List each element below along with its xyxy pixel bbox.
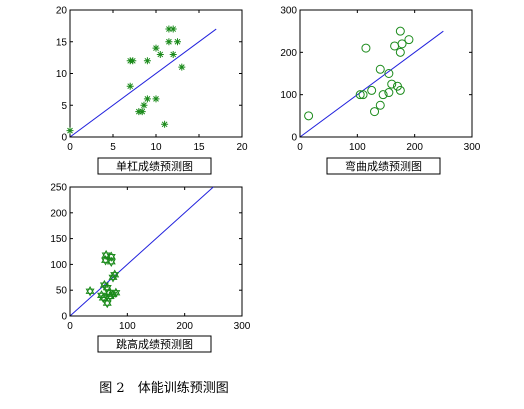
data-point-7 (102, 297, 112, 309)
data-point-15 (165, 38, 173, 46)
data-point-7 (375, 64, 385, 74)
data-point-14 (395, 85, 405, 95)
data-point-14 (110, 269, 120, 280)
data-point-8 (152, 95, 160, 103)
data-point-10 (106, 251, 116, 262)
y-tick-label: 50 (56, 286, 68, 297)
y-tick-label: 0 (291, 133, 297, 144)
x-tick-label: 15 (193, 142, 205, 153)
chart-pullup: 0 5 10 15 20 0 5 10 15 20 单杠成绩预测图 (56, 6, 248, 175)
chart-title: 弯曲成绩预测图 (345, 159, 422, 173)
x-tick-label: 300 (464, 142, 481, 153)
data-point-2 (129, 57, 137, 65)
points (85, 249, 121, 309)
data-point-12 (161, 120, 169, 128)
data-point-3 (361, 43, 371, 53)
data-point-11 (387, 79, 397, 89)
reference-line (69, 186, 214, 317)
x-tick-label: 10 (150, 142, 162, 153)
y-tick-label: 10 (56, 69, 68, 80)
y-tick-label: 100 (50, 260, 67, 271)
y-tick-label: 100 (280, 90, 297, 101)
data-point-14 (169, 25, 177, 33)
y-tick-label: 20 (56, 6, 68, 17)
x-ticks: 0 5 10 15 20 (67, 10, 248, 153)
x-ticks: 0 100 200 300 (67, 187, 251, 332)
x-tick-label: 0 (67, 142, 73, 153)
data-point-16 (174, 38, 181, 46)
x-tick-label: 100 (119, 321, 136, 332)
x-ticks: 0 100 200 300 (297, 10, 481, 153)
data-point-10 (384, 69, 394, 78)
chart-highjump: 0 100 200 300 0 50 100 150 200 250 跳高成绩预测图 (50, 183, 251, 353)
data-point-11 (156, 50, 164, 58)
x-tick-label: 200 (406, 142, 423, 153)
y-tick-label: 250 (50, 183, 67, 194)
y-ticks: 0 5 10 15 20 (56, 6, 242, 144)
data-point-1 (355, 90, 365, 100)
x-tick-label: 200 (176, 321, 193, 332)
data-point-15 (395, 26, 405, 36)
data-point-5 (370, 107, 380, 117)
data-point-16 (395, 47, 405, 57)
data-point-13 (165, 25, 173, 33)
data-point-0 (304, 111, 314, 121)
data-point-9 (384, 88, 394, 98)
data-point-0 (85, 286, 95, 297)
chart-bend: 0 100 200 300 0 100 200 300 弯曲成绩预测图 (280, 6, 481, 175)
x-tick-label: 20 (236, 142, 248, 153)
data-point-6 (140, 101, 148, 109)
y-tick-label: 300 (280, 6, 297, 17)
plot-frame (69, 186, 243, 317)
data-point-18 (404, 35, 414, 45)
caption-box (97, 157, 212, 175)
y-ticks: 0 50 100 150 200 250 (50, 183, 242, 323)
chart-title: 跳高成绩预测图 (116, 337, 193, 351)
data-point-2 (358, 90, 368, 100)
data-point-0 (66, 127, 74, 135)
reference-line (299, 30, 444, 138)
data-point-4 (367, 85, 377, 95)
data-point-18 (178, 63, 186, 71)
y-tick-label: 0 (61, 133, 67, 144)
x-tick-label: 0 (67, 321, 73, 332)
y-tick-label: 15 (56, 37, 68, 48)
data-point-11 (106, 256, 116, 268)
data-point-17 (169, 50, 177, 58)
figure-caption: 图 2 体能训练预测图 (99, 381, 228, 396)
y-ticks: 0 100 200 300 (280, 6, 472, 144)
data-point-2 (98, 292, 108, 304)
data-point-5 (138, 108, 146, 116)
caption-box (326, 157, 441, 175)
data-point-15 (111, 287, 121, 298)
points (66, 25, 186, 135)
y-tick-label: 0 (61, 312, 67, 323)
x-tick-label: 300 (234, 321, 251, 332)
data-point-3 (126, 82, 134, 90)
caption-box (97, 335, 212, 353)
data-point-10 (152, 44, 160, 52)
data-point-7 (143, 95, 151, 103)
x-tick-label: 0 (297, 142, 303, 153)
y-tick-label: 150 (50, 234, 67, 245)
points (304, 26, 414, 121)
x-tick-label: 100 (349, 142, 366, 153)
chart-title: 单杠成绩预测图 (116, 160, 193, 173)
data-point-6 (375, 100, 385, 110)
y-tick-label: 200 (50, 208, 67, 219)
data-point-9 (143, 57, 151, 65)
reference-line (69, 28, 217, 138)
x-tick-label: 5 (110, 142, 116, 153)
y-tick-label: 200 (280, 48, 297, 59)
y-tick-label: 5 (61, 101, 67, 112)
data-point-17 (397, 39, 407, 49)
data-point-8 (378, 90, 388, 100)
